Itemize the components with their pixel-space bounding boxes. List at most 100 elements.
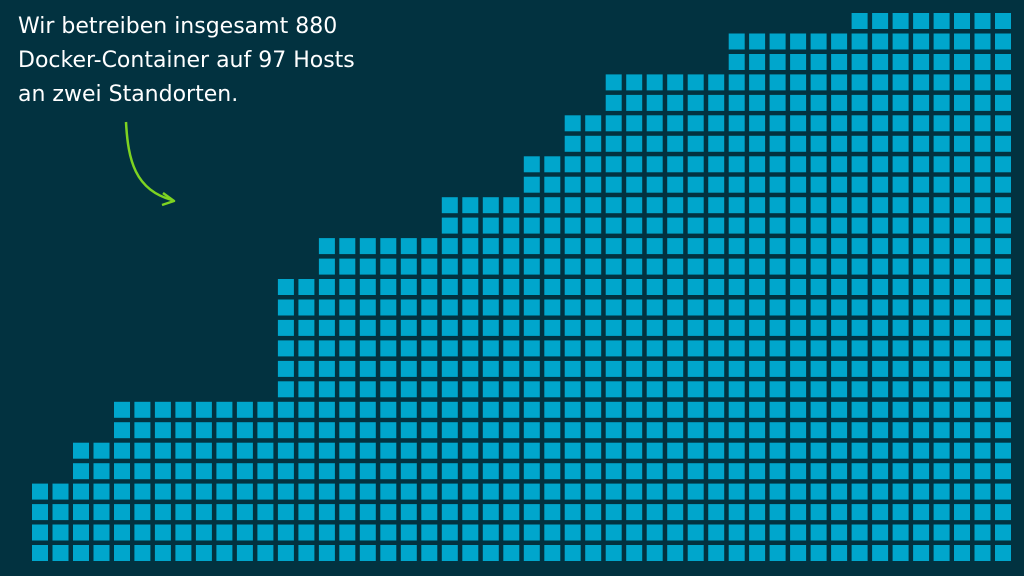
container-square <box>749 115 766 132</box>
container-square <box>564 360 581 377</box>
container-square <box>913 258 930 275</box>
container-square <box>933 13 950 29</box>
container-square <box>974 54 991 70</box>
container-square <box>708 258 725 275</box>
container-square <box>933 176 950 193</box>
container-square <box>257 545 274 561</box>
container-square <box>933 299 950 316</box>
container-square <box>749 483 766 500</box>
container-square <box>933 422 950 439</box>
container-square <box>605 381 622 398</box>
container-square <box>728 504 745 521</box>
container-square <box>114 504 130 521</box>
container-square <box>974 401 991 418</box>
container-square <box>380 524 397 541</box>
container-square <box>236 545 253 561</box>
container-square <box>687 504 704 521</box>
container-square <box>503 504 520 521</box>
container-square <box>359 504 376 521</box>
container-square <box>954 299 970 316</box>
container-square <box>790 340 807 357</box>
container-square <box>93 504 110 521</box>
container-square <box>482 197 499 214</box>
container-square <box>892 463 909 480</box>
container-square <box>523 258 540 275</box>
container-square <box>708 279 725 295</box>
container-square <box>482 381 499 398</box>
container-square <box>995 442 1011 459</box>
container-square <box>933 54 950 70</box>
container-square <box>995 94 1011 111</box>
container-square <box>974 33 991 50</box>
container-square <box>73 442 89 459</box>
container-square <box>851 13 868 29</box>
container-square <box>790 176 807 193</box>
container-square <box>646 524 663 541</box>
container-square <box>503 217 520 234</box>
container-square <box>892 115 909 132</box>
container-square <box>728 74 745 91</box>
container-square <box>954 545 970 561</box>
container-square <box>933 545 950 561</box>
container-square <box>441 238 458 255</box>
container-square <box>114 545 130 561</box>
container-square <box>339 401 356 418</box>
container-square <box>544 279 561 295</box>
container-square <box>749 156 766 173</box>
container-square <box>544 299 561 316</box>
container-square <box>52 545 69 561</box>
container-square <box>872 524 889 541</box>
container-square <box>421 381 438 398</box>
container-square <box>441 463 458 480</box>
container-square <box>380 299 397 316</box>
container-square <box>462 504 479 521</box>
container-square <box>195 422 212 439</box>
container-square <box>851 156 868 173</box>
container-square <box>872 13 889 29</box>
container-square <box>995 524 1011 541</box>
container-square <box>954 319 970 336</box>
container-square <box>298 545 315 561</box>
container-square <box>216 463 233 480</box>
container-square <box>646 381 663 398</box>
container-square <box>708 545 725 561</box>
container-square <box>892 442 909 459</box>
container-square <box>831 463 848 480</box>
container-square <box>749 94 766 111</box>
container-square <box>380 483 397 500</box>
container-square <box>749 258 766 275</box>
container-square <box>564 483 581 500</box>
container-square <box>585 299 602 316</box>
container-square <box>974 258 991 275</box>
container-square <box>810 340 827 357</box>
container-square <box>585 258 602 275</box>
container-square <box>605 197 622 214</box>
container-square <box>462 258 479 275</box>
container-square <box>790 54 807 70</box>
container-square <box>175 422 192 439</box>
container-square <box>851 442 868 459</box>
container-square <box>257 504 274 521</box>
container-square <box>913 217 930 234</box>
container-square <box>708 360 725 377</box>
container-square <box>933 258 950 275</box>
container-square <box>380 238 397 255</box>
container-square <box>544 483 561 500</box>
container-square <box>73 463 89 480</box>
container-square <box>441 483 458 500</box>
container-square <box>749 33 766 50</box>
container-square <box>626 238 643 255</box>
container-square <box>933 340 950 357</box>
container-square <box>728 33 745 50</box>
container-square <box>400 319 417 336</box>
container-square <box>708 74 725 91</box>
container-square <box>544 442 561 459</box>
container-square <box>236 442 253 459</box>
container-square <box>564 258 581 275</box>
container-square <box>339 340 356 357</box>
container-square <box>667 74 684 91</box>
container-square <box>913 94 930 111</box>
container-square <box>851 217 868 234</box>
container-square <box>298 422 315 439</box>
container-square <box>359 340 376 357</box>
